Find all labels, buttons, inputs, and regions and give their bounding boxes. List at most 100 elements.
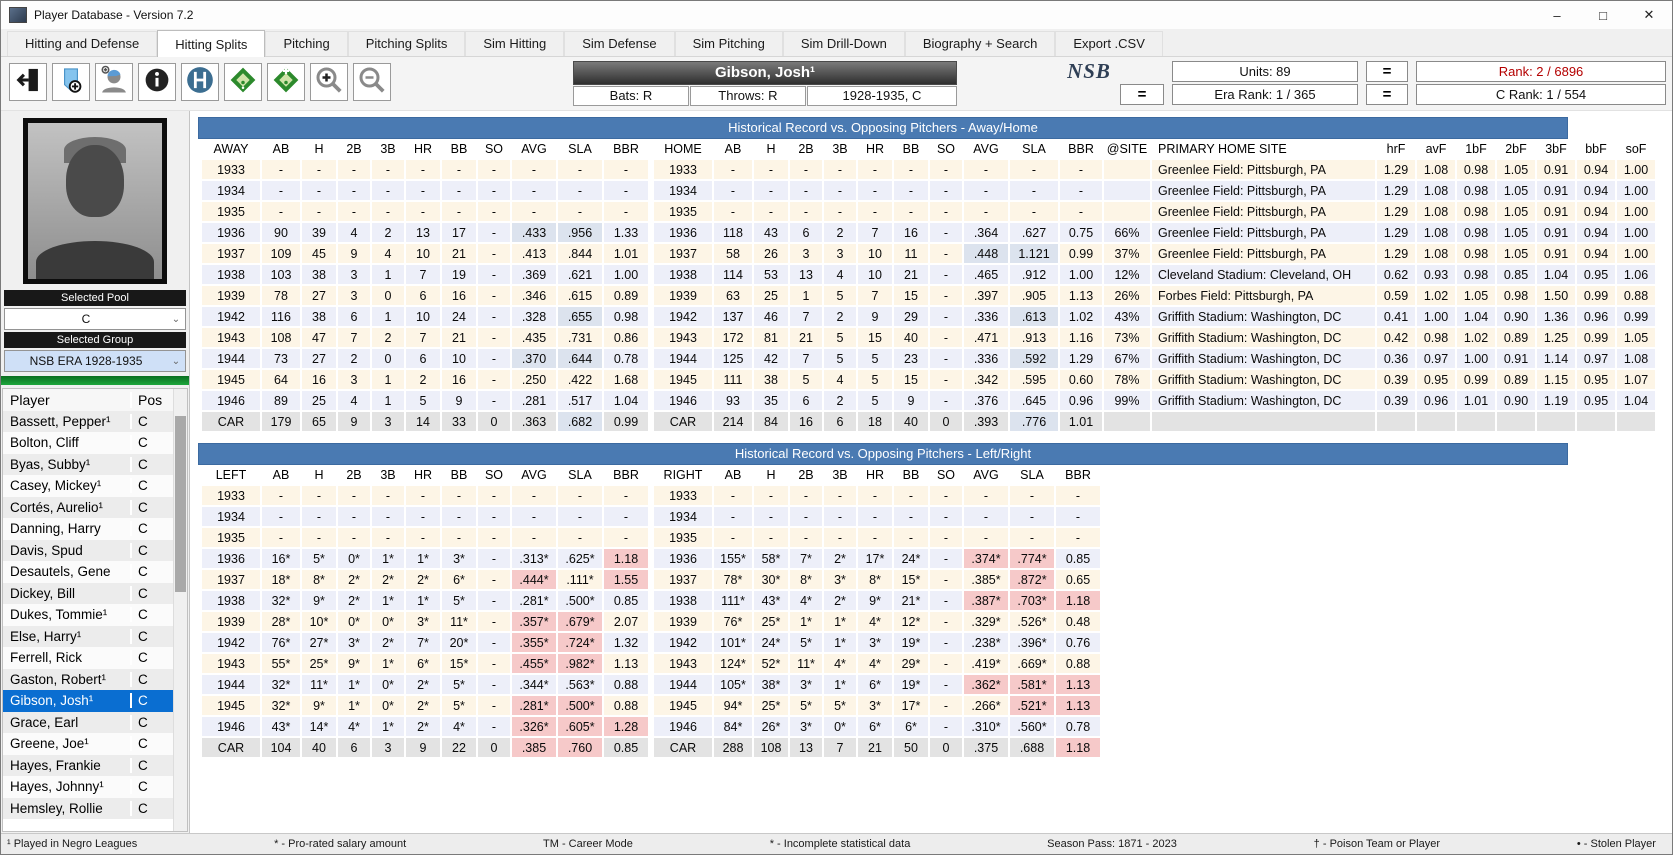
stat-cell: 0.90 <box>1497 307 1535 326</box>
tab-biography-search[interactable]: Biography + Search <box>904 31 1056 56</box>
stat-cell: .956 <box>558 223 602 242</box>
stat-cell: Greenlee Field: Pittsburgh, PA <box>1152 223 1375 242</box>
stat-cell: 0.88 <box>1617 286 1655 305</box>
player-list-item-danning-harry[interactable]: Danning, Harry C <box>3 518 174 540</box>
tab-pitching-splits[interactable]: Pitching Splits <box>347 31 466 56</box>
tab-pitching[interactable]: Pitching <box>265 31 348 56</box>
player-list-scrollbar[interactable] <box>173 389 187 831</box>
stat-cell: 84 <box>754 412 788 431</box>
tab-hitting-and-defense[interactable]: Hitting and Defense <box>7 31 158 56</box>
stat-cell: 58* <box>754 549 788 568</box>
table-row: 1945 111 38 5 4 5 15- .342.595 0.60 78% Griffith S… <box>654 370 1655 389</box>
stat-cell: .111* <box>558 570 602 589</box>
player-list-item-dickey-bill[interactable]: Dickey, Bill C <box>3 582 174 604</box>
stat-cell: 1934 <box>202 507 260 526</box>
stat-cell: 20* <box>442 633 476 652</box>
stat-cell <box>1152 412 1375 431</box>
close-button[interactable]: ✕ <box>1643 7 1655 22</box>
stat-cell: 108 <box>262 328 300 347</box>
tab-sim-drill-down[interactable]: Sim Drill-Down <box>782 31 905 56</box>
player-throws: Throws: R <box>689 86 806 106</box>
stat-cell: 66% <box>1104 223 1150 242</box>
player-list-item-ferrell-rick[interactable]: Ferrell, Rick C <box>3 647 174 669</box>
stat-cell: - <box>858 507 892 526</box>
stat-cell: 13 <box>790 738 822 757</box>
player-list-item-gibson-josh[interactable]: Gibson, Josh¹ C <box>3 690 174 712</box>
group-dropdown[interactable]: NSB ERA 1928-1935 ⌄ <box>4 350 186 372</box>
stat-cell: .376 <box>964 391 1008 410</box>
stat-cell: Griffith Stadium: Washington, DC <box>1152 307 1375 326</box>
stat-cell: - <box>406 181 440 200</box>
player-list-item-desautels-gene[interactable]: Desautels, Gene C <box>3 561 174 583</box>
ballpark-button[interactable] <box>224 63 262 101</box>
stat-cell: 16* <box>262 549 300 568</box>
column-header: BB <box>450 142 468 156</box>
player-list-item-hayes-johnny[interactable]: Hayes, Johnny¹ C <box>3 776 174 798</box>
stat-cell: 0.98 <box>1457 202 1495 221</box>
player-list-item-grace-earl[interactable]: Grace, Earl C <box>3 711 174 733</box>
stat-cell: 1.05 <box>1497 202 1535 221</box>
ballpark-add-button[interactable] <box>267 63 305 101</box>
stat-cell: - <box>1010 202 1058 221</box>
player-list-item-bassett-pepper[interactable]: Bassett, Pepper¹ C <box>3 410 174 432</box>
player-list-item-bolton-cliff[interactable]: Bolton, Cliff C <box>3 432 174 454</box>
table-row: 1946 89 25 4 1 5 9- .281.517 1.04 <box>202 391 648 410</box>
stat-cell: 1 <box>372 265 404 284</box>
zoom-out-button[interactable] <box>353 63 391 101</box>
stat-cell: 50 <box>894 738 928 757</box>
player-list-item-byas-subby[interactable]: Byas, Subby¹ C <box>3 453 174 475</box>
pos-rank-equals-button[interactable]: = <box>1366 84 1408 105</box>
player-list-item-dukes-tommie[interactable]: Dukes, Tommie¹ C <box>3 604 174 626</box>
table-row: 1937 18* 8* 2* 2* 2* 6* - .444* .111* 1.55 <box>202 570 648 589</box>
player-list-item-hayes-frankie[interactable]: Hayes, Frankie C <box>3 754 174 776</box>
info-button[interactable] <box>138 63 176 101</box>
stat-cell: - <box>1056 486 1100 505</box>
stat-cell: .387* <box>964 591 1008 610</box>
player-list: Player Pos Bassett, Pepper¹ C Bolton, Cliff C… <box>2 388 188 832</box>
player-list-item-davis-spud[interactable]: Davis, Spud C <box>3 539 174 561</box>
zoom-in-button[interactable] <box>310 63 348 101</box>
stat-cell: 1.00 <box>1617 160 1655 179</box>
stat-cell: 35 <box>754 391 788 410</box>
stat-cell: 2 <box>338 349 370 368</box>
stat-cell: 1.06 <box>1617 265 1655 284</box>
tab-sim-defense[interactable]: Sim Defense <box>564 31 675 56</box>
maximize-button[interactable]: □ <box>1599 7 1607 23</box>
player-list-item-hemsley-rollie[interactable]: Hemsley, Rollie C <box>3 797 174 819</box>
tag-add-button[interactable] <box>52 63 90 101</box>
stat-cell: .250 <box>512 370 556 389</box>
tab-export-csv[interactable]: Export .CSV <box>1055 31 1163 56</box>
exit-button[interactable] <box>9 63 47 101</box>
pool-dropdown[interactable]: C ⌄ <box>4 308 186 330</box>
stat-cell: 1* <box>372 591 404 610</box>
stat-cell: - <box>930 202 962 221</box>
player-list-item-greene-joe[interactable]: Greene, Joe¹ C <box>3 733 174 755</box>
sidebar: Selected Pool C ⌄ Selected Group NSB ERA… <box>1 111 190 833</box>
column-header: 3B <box>832 142 848 156</box>
player-list-item-else-harry[interactable]: Else, Harry¹ C <box>3 625 174 647</box>
scrollbar-thumb[interactable] <box>175 415 186 593</box>
window-title: Player Database - Version 7.2 <box>34 8 194 22</box>
stat-cell: - <box>824 160 856 179</box>
tab-bar: Hitting and Defense Hitting Splits Pitchin… <box>1 29 1672 57</box>
h-badge-button[interactable] <box>181 63 219 101</box>
stat-cell: 38* <box>754 675 788 694</box>
stat-cell: - <box>262 202 300 221</box>
player-list-item-gaston-robert[interactable]: Gaston, Robert¹ C <box>3 668 174 690</box>
tab-sim-pitching[interactable]: Sim Pitching <box>674 31 783 56</box>
stat-cell: 21 <box>858 738 892 757</box>
player-list-item-casey-mickey[interactable]: Casey, Mickey¹ C <box>3 475 174 497</box>
stat-cell: 1.33 <box>604 223 648 242</box>
minimize-button[interactable]: – <box>1553 7 1561 23</box>
rank-equals-button[interactable]: = <box>1366 61 1408 82</box>
tab-sim-hitting[interactable]: Sim Hitting <box>465 31 565 56</box>
tab-hitting-splits[interactable]: Hitting Splits <box>157 30 266 57</box>
player-list-item-cort-s-aurelio[interactable]: Cortés, Aurelio¹ C <box>3 496 174 518</box>
player-add-button[interactable] <box>95 63 133 101</box>
era-rank-equals-button[interactable]: = <box>1120 84 1164 105</box>
stat-cell: .281* <box>512 696 556 715</box>
stat-cell: 1939 <box>202 612 260 631</box>
stat-cell: 0.98 <box>1457 181 1495 200</box>
stat-cell: 8* <box>790 570 822 589</box>
stat-cell: 0.98 <box>1457 160 1495 179</box>
